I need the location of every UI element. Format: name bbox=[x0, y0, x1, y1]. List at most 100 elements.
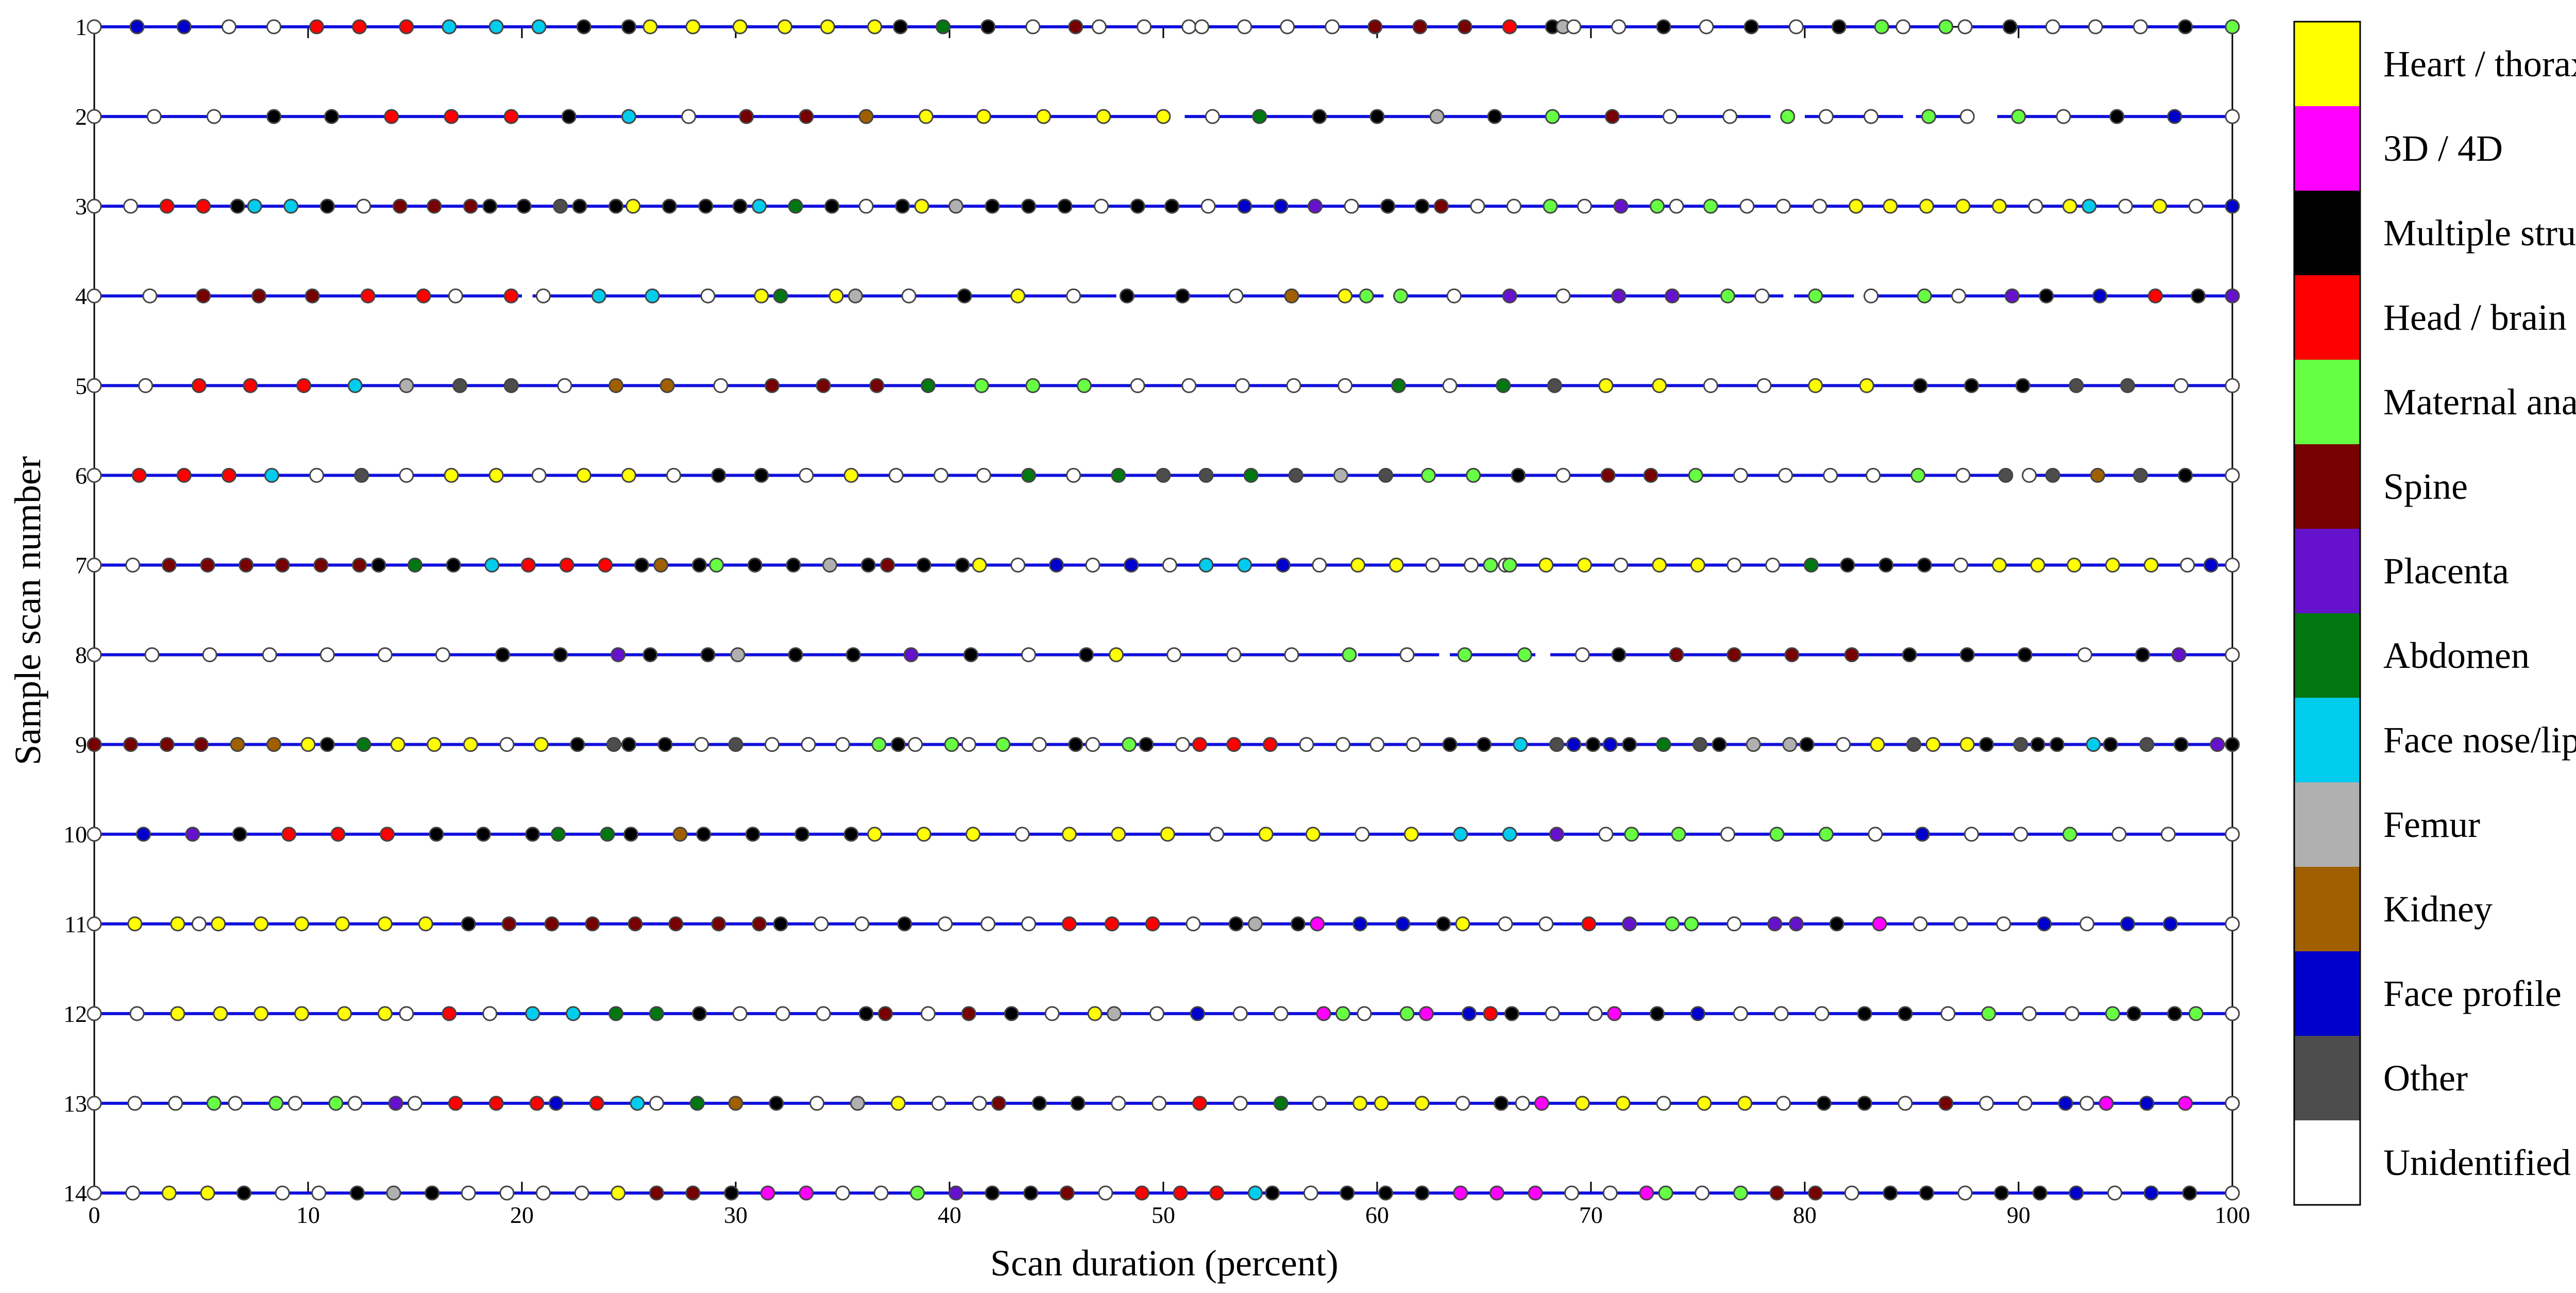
data-point bbox=[801, 737, 816, 752]
data-point bbox=[1788, 19, 1804, 35]
data-point bbox=[191, 378, 207, 393]
data-point bbox=[765, 378, 780, 393]
data-point bbox=[2032, 1185, 2047, 1201]
data-point bbox=[696, 827, 711, 842]
data-point bbox=[1776, 198, 1791, 214]
data-point bbox=[1778, 467, 1793, 483]
data-point bbox=[1650, 198, 1665, 214]
data-point bbox=[1743, 19, 1759, 35]
data-point bbox=[625, 198, 641, 214]
data-point bbox=[691, 1006, 707, 1021]
data-point bbox=[835, 1185, 850, 1201]
data-point bbox=[1574, 1096, 1590, 1111]
y-tick-label: 1 bbox=[75, 14, 87, 40]
data-point bbox=[125, 557, 141, 573]
data-point bbox=[2143, 1185, 2159, 1201]
data-point bbox=[1955, 198, 1971, 214]
data-point bbox=[499, 1185, 515, 1201]
data-point bbox=[1226, 647, 1242, 663]
legend-label: Kidney bbox=[2383, 888, 2493, 930]
data-point bbox=[1021, 198, 1037, 214]
data-point bbox=[754, 288, 769, 304]
data-point bbox=[775, 1006, 790, 1021]
data-point bbox=[399, 378, 414, 393]
data-point bbox=[691, 557, 707, 573]
data-point bbox=[1897, 1006, 1913, 1021]
data-point bbox=[349, 1185, 365, 1201]
data-point bbox=[2167, 1006, 2182, 1021]
data-point bbox=[1057, 198, 1073, 214]
data-point bbox=[1306, 827, 1320, 842]
data-point bbox=[1799, 737, 1815, 752]
data-point bbox=[1502, 557, 1517, 573]
data-point bbox=[251, 288, 267, 304]
data-point bbox=[1784, 647, 1800, 663]
data-point bbox=[1639, 1185, 1654, 1201]
y-tick-label: 3 bbox=[75, 193, 87, 220]
data-point bbox=[901, 288, 917, 304]
data-point bbox=[1863, 109, 1879, 124]
data-point bbox=[668, 916, 684, 932]
data-point bbox=[561, 109, 577, 124]
data-point bbox=[1021, 467, 1037, 483]
data-point bbox=[275, 557, 290, 573]
data-point bbox=[566, 1006, 581, 1021]
data-point bbox=[294, 916, 310, 932]
data-point bbox=[910, 1185, 925, 1201]
data-point bbox=[418, 916, 433, 932]
data-point bbox=[1816, 1096, 1832, 1111]
data-point bbox=[653, 557, 669, 573]
data-point bbox=[630, 1096, 645, 1111]
legend-label: Other bbox=[2383, 1057, 2468, 1099]
data-point bbox=[2191, 288, 2206, 304]
data-point bbox=[264, 467, 279, 483]
data-point bbox=[516, 198, 532, 214]
data-point bbox=[1622, 916, 1637, 932]
data-point bbox=[87, 647, 102, 663]
data-point bbox=[425, 1185, 440, 1201]
x-tick-label: 40 bbox=[938, 1202, 961, 1228]
data-point bbox=[1429, 109, 1445, 124]
data-point bbox=[1543, 198, 1558, 214]
data-point bbox=[1151, 1096, 1167, 1111]
data-point bbox=[1455, 1096, 1470, 1111]
legend-swatch bbox=[2294, 444, 2360, 529]
data-point bbox=[461, 916, 476, 932]
data-point bbox=[388, 1096, 403, 1111]
data-point bbox=[1139, 737, 1154, 752]
data-point bbox=[1421, 467, 1436, 483]
y-tick-label: 6 bbox=[75, 462, 87, 489]
data-point bbox=[127, 916, 143, 932]
data-point bbox=[87, 916, 102, 932]
data-point bbox=[1663, 109, 1678, 124]
data-point bbox=[531, 19, 547, 35]
data-point bbox=[356, 198, 371, 214]
data-point bbox=[1769, 1185, 1785, 1201]
data-point bbox=[1906, 737, 1922, 752]
x-tick-label: 20 bbox=[510, 1202, 534, 1228]
data-point bbox=[2062, 827, 2078, 842]
data-point bbox=[685, 1185, 701, 1201]
data-point bbox=[621, 737, 636, 752]
data-point bbox=[814, 916, 829, 932]
data-point bbox=[1192, 1096, 1208, 1111]
data-point bbox=[399, 1006, 414, 1021]
data-point bbox=[1226, 737, 1242, 752]
data-point bbox=[2028, 198, 2043, 214]
data-point bbox=[591, 288, 606, 304]
data-point bbox=[1342, 647, 1357, 663]
data-point bbox=[1414, 1096, 1430, 1111]
data-point bbox=[1228, 916, 1244, 932]
data-point bbox=[87, 1006, 102, 1021]
data-point bbox=[123, 737, 139, 752]
data-point bbox=[1010, 557, 1026, 573]
legend-layer: Heart / thorax 3D / 4D Multiple structures… bbox=[2293, 21, 2576, 1206]
data-point bbox=[1615, 1096, 1631, 1111]
data-point bbox=[1406, 737, 1421, 752]
data-point bbox=[146, 109, 162, 124]
y-tick-label: 11 bbox=[64, 911, 87, 937]
data-point bbox=[408, 1096, 422, 1111]
data-point bbox=[788, 198, 803, 214]
data-point bbox=[1665, 288, 1680, 304]
data-point bbox=[1733, 467, 1748, 483]
